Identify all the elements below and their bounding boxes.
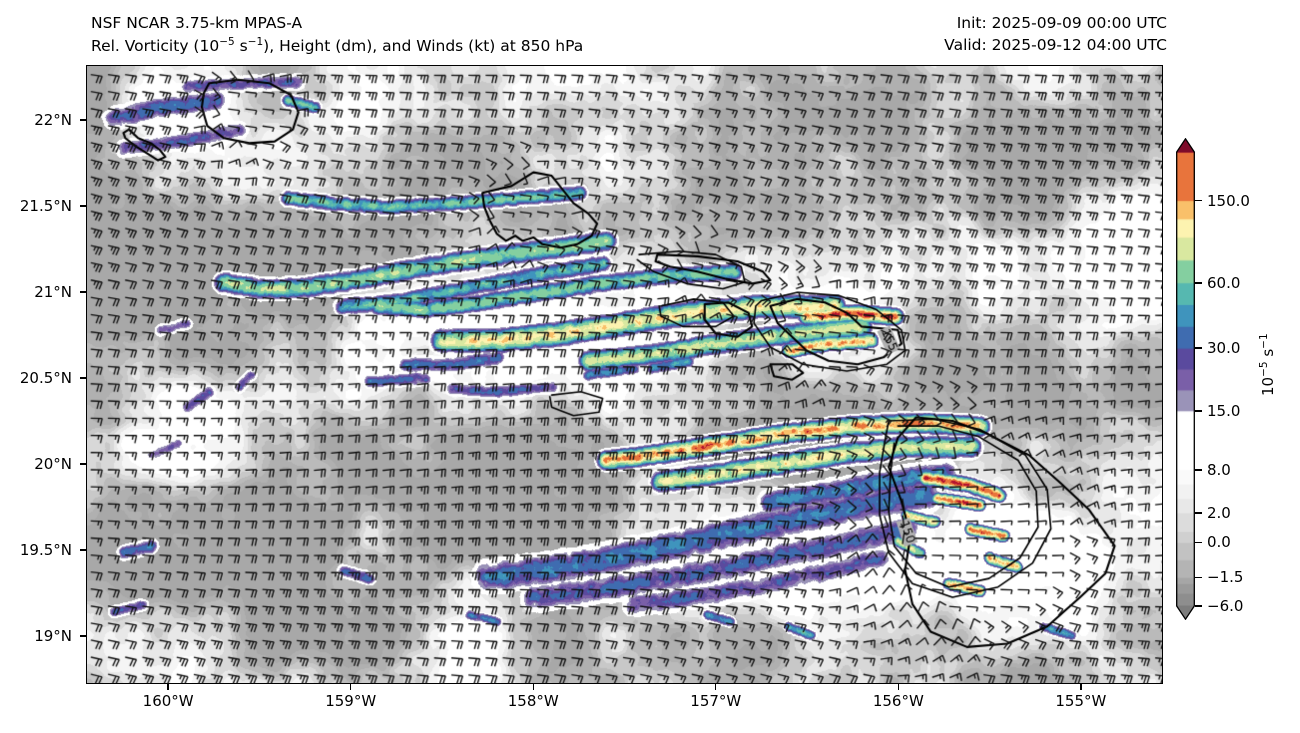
colorbar-tickmark [1195, 199, 1202, 202]
y-tickmark [80, 291, 86, 293]
init-time: Init: 2025-09-09 00:00 UTC [956, 14, 1167, 32]
x-tickmark [349, 684, 352, 690]
x-tick-label-0: 160°W [142, 692, 194, 710]
y-tickmark [80, 119, 86, 121]
x-tickmark [897, 684, 899, 690]
colorbar-tickmark [1195, 541, 1202, 544]
colorbar-tick-label-4: 8.0 [1207, 460, 1231, 479]
y-tickmark [80, 205, 86, 207]
model-title: NSF NCAR 3.75-km MPAS-A [91, 14, 303, 32]
colorbar-axis-label: 10−5 s−1 [1258, 333, 1277, 396]
y-tick-label-4: 20°N [34, 454, 72, 473]
colorbar-tickmark [1195, 282, 1202, 284]
x-tickmark [532, 684, 534, 690]
x-tick-label-3: 157°W [690, 692, 742, 710]
x-tick-label-4: 156°W [872, 692, 924, 710]
colorbar-outline [1176, 138, 1195, 620]
field-desc-pre: Rel. Vorticity (10 [91, 37, 220, 56]
colorbar-tickmark [1195, 512, 1202, 514]
y-tick-label-0: 22°N [34, 111, 72, 130]
valid-time: Valid: 2025-09-12 04:00 UTC [944, 36, 1167, 54]
colorbar-gradient [1176, 152, 1195, 606]
x-tickmark [167, 684, 169, 690]
colorbar-tickmark [1195, 410, 1202, 412]
y-tickmark [80, 635, 86, 637]
y-tick-label-2: 21°N [34, 282, 72, 301]
field-desc-mid: s [234, 37, 248, 56]
y-tick-label-1: 21.5°N [19, 196, 72, 215]
cb-label-exp: −5 [1258, 361, 1270, 377]
x-tickmark [1080, 684, 1082, 690]
y-tick-label-6: 19°N [34, 626, 72, 645]
y-tickmark [80, 549, 86, 551]
colorbar-tick-label-6: 0.0 [1207, 533, 1231, 552]
map-plot-area [86, 65, 1163, 684]
cb-label-post: s [1259, 348, 1277, 362]
field-desc-exp2: −1 [247, 36, 264, 48]
colorbar [1176, 138, 1195, 620]
colorbar-tickmark [1195, 469, 1202, 471]
field-desc-post: ), Height (dm), and Winds (kt) at 850 hP… [263, 37, 584, 56]
y-tick-label-3: 20.5°N [19, 368, 72, 387]
vorticity-field-canvas [87, 66, 1162, 683]
colorbar-tick-label-0: 150.0 [1207, 191, 1250, 210]
field-description: Rel. Vorticity (10−5 s−1), Height (dm), … [91, 36, 583, 55]
colorbar-tickmark [1195, 605, 1202, 607]
colorbar-tick-label-8: −6.0 [1207, 597, 1244, 615]
y-tick-label-5: 19.5°N [19, 540, 72, 559]
colorbar-tickmark [1195, 347, 1202, 349]
colorbar-tick-label-5: 2.0 [1207, 503, 1231, 522]
cb-label-exp2: −1 [1258, 333, 1270, 349]
x-tick-label-2: 158°W [507, 692, 559, 710]
colorbar-tick-label-7: −1.5 [1207, 568, 1244, 587]
x-tick-label-1: 159°W [325, 692, 377, 710]
y-tickmark [80, 377, 86, 379]
cb-label-pre: 10 [1259, 376, 1277, 396]
x-tickmark [715, 684, 717, 690]
colorbar-tick-label-1: 60.0 [1207, 273, 1241, 292]
y-tickmark [80, 463, 86, 465]
colorbar-tick-label-3: 15.0 [1207, 401, 1241, 420]
field-desc-exp1: −5 [219, 36, 235, 48]
colorbar-tickmark [1195, 576, 1202, 579]
x-tick-label-5: 155°W [1055, 692, 1107, 710]
colorbar-tick-label-2: 30.0 [1207, 339, 1241, 358]
